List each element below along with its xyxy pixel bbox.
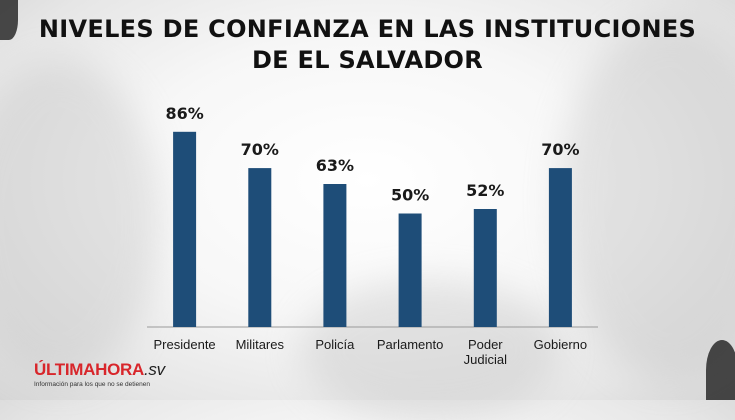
bar-value-label-4: 52% bbox=[466, 181, 504, 200]
background-blur-left bbox=[0, 60, 160, 380]
category-label-4-line-1: Judicial bbox=[464, 352, 507, 367]
bar-3 bbox=[398, 213, 422, 327]
bar-4 bbox=[473, 209, 497, 327]
bar-5 bbox=[548, 168, 572, 327]
bar-value-label-5: 70% bbox=[541, 140, 579, 159]
chart-title: NIVELES DE CONFIANZA EN LAS INSTITUCIONE… bbox=[0, 14, 735, 76]
bar-chart: 86% Presidente 70% Militares 63% Policía 50% Pa… bbox=[147, 104, 598, 367]
brand-logo: ÚLTIMAHORA.sv Información para los que n… bbox=[34, 360, 165, 388]
bar-2 bbox=[323, 184, 347, 327]
category-label-2: Policía bbox=[315, 337, 355, 352]
silhouette-top-left bbox=[0, 0, 18, 40]
category-label-4-line-0: Poder bbox=[468, 337, 503, 352]
bar-value-label-2: 63% bbox=[316, 156, 354, 175]
category-label-1: Militares bbox=[236, 337, 285, 352]
background-blur-right bbox=[560, 20, 735, 380]
brand-logo-wordmark: ÚLTIMAHORA.sv bbox=[34, 360, 165, 380]
chart-title-line-1: NIVELES DE CONFIANZA EN LAS INSTITUCIONE… bbox=[38, 15, 697, 43]
bar-value-label-1: 70% bbox=[241, 140, 279, 159]
bar-value-label-3: 50% bbox=[391, 186, 429, 205]
chart-title-line-2: DE EL SALVADOR bbox=[251, 46, 484, 74]
category-label-5: Gobierno bbox=[534, 337, 587, 352]
bar-1 bbox=[248, 168, 272, 327]
brand-logo-main: ÚLTIMAHORA bbox=[34, 360, 144, 379]
bar-0 bbox=[173, 131, 197, 327]
silhouette-bottom-right bbox=[706, 340, 735, 400]
bar-value-label-0: 86% bbox=[165, 104, 203, 123]
category-label-3: Parlamento bbox=[377, 337, 443, 352]
brand-logo-suffix: .sv bbox=[144, 360, 165, 379]
category-label-0: Presidente bbox=[154, 337, 216, 352]
brand-tagline: Información para los que no se detienen bbox=[34, 381, 150, 388]
